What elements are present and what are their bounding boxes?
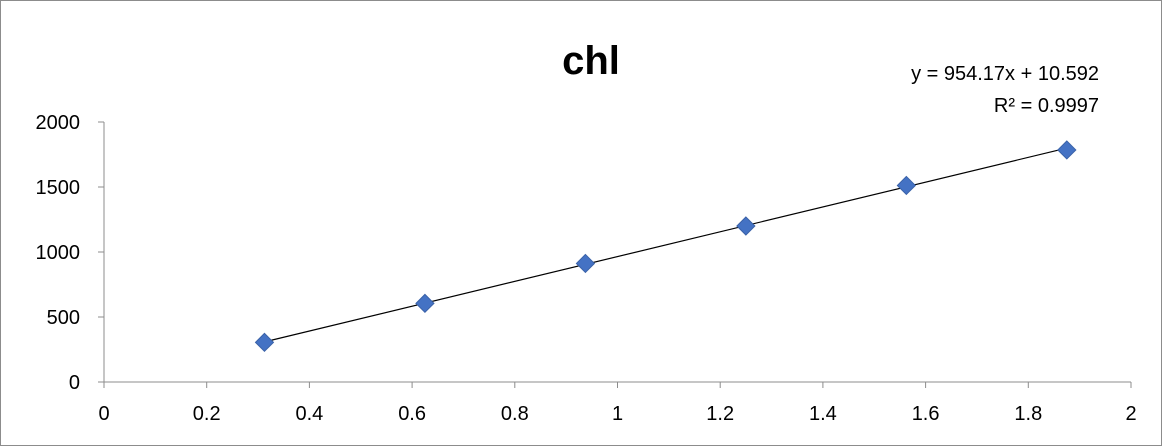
y-tick-label: 1500	[36, 177, 81, 199]
x-tick-label: 0	[98, 403, 109, 425]
y-tick-label: 500	[47, 307, 80, 329]
x-tick-label: 1.2	[706, 403, 734, 425]
y-tick-labels: 0 500 1000 1500 2000	[36, 112, 81, 394]
axes	[98, 121, 1132, 388]
x-tick-label: 0.8	[501, 403, 529, 425]
data-point	[254, 332, 275, 353]
x-tick-labels: 0 0.2 0.4 0.6 0.8 1 1.2 1.4 1.6 1.8 2	[98, 403, 1136, 425]
trendline-group	[264, 147, 1067, 343]
y-tick-label: 2000	[36, 112, 81, 134]
data-points	[254, 140, 1077, 353]
data-point	[575, 253, 596, 274]
data-point	[736, 216, 756, 236]
x-tick-label: 0.2	[193, 403, 221, 425]
y-tick-label: 0	[69, 372, 80, 394]
chart-title: chl	[562, 39, 620, 83]
data-point	[415, 293, 435, 314]
data-point	[896, 175, 917, 196]
x-tick-label: 1.8	[1014, 403, 1042, 425]
x-tick-label: 0.6	[398, 403, 426, 425]
trendline-equation: y = 954.17x + 10.592	[911, 63, 1099, 85]
trendline-r-squared: R² = 0.9997	[994, 95, 1099, 117]
x-tick-label: 1.6	[912, 403, 940, 425]
x-tick-label: 1	[612, 403, 623, 425]
x-tick-label: 0.4	[295, 403, 323, 425]
trendline	[264, 147, 1067, 343]
data-point	[1057, 140, 1077, 160]
y-tick-label: 1000	[36, 242, 81, 264]
x-tick-label: 1.4	[809, 403, 837, 425]
x-tick-label: 2	[1125, 403, 1136, 425]
